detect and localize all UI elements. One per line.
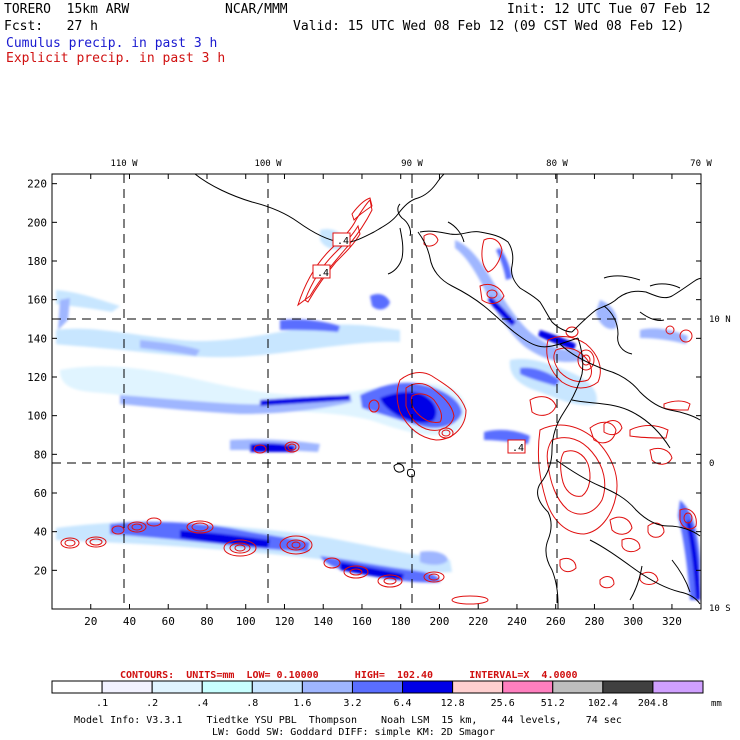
y-tick-label: 100 bbox=[27, 410, 47, 423]
x-tick-label: 160 bbox=[352, 615, 372, 628]
explicit-legend-title: Explicit precip. in past 3 h bbox=[6, 51, 226, 66]
model-info: Model Info: V3.3.1 Tiedtke YSU PBL Thomp… bbox=[74, 715, 622, 726]
org-label: NCAR/MMM bbox=[225, 2, 288, 17]
x-tick-label: 40 bbox=[123, 615, 136, 628]
contour-label: .4 bbox=[512, 443, 524, 454]
colorbar-swatch bbox=[652, 680, 704, 694]
cumulus-legend-title: Cumulus precip. in past 3 h bbox=[6, 36, 218, 51]
y-tick-label: 120 bbox=[27, 371, 47, 384]
latitude-label: 0 bbox=[709, 459, 714, 469]
coastlines bbox=[194, 174, 701, 609]
longitude-label: 70 W bbox=[690, 159, 712, 169]
y-axis: 20 40 60 80 100 120 140 160 180 200 220 bbox=[27, 178, 701, 577]
x-tick-label: 220 bbox=[468, 615, 488, 628]
forecast-hour: Fcst: 27 h bbox=[4, 19, 98, 34]
y-tick-label: 220 bbox=[27, 178, 47, 191]
longitude-label: 80 W bbox=[546, 159, 568, 169]
y-tick-label: 180 bbox=[27, 255, 47, 268]
plot-frame bbox=[51, 173, 702, 610]
latitude-label: 10 S bbox=[709, 604, 731, 614]
model-title: TORERO 15km ARW bbox=[4, 2, 130, 17]
physics-info: LW: Godd SW: Goddard DIFF: simple KM: 2D… bbox=[212, 727, 495, 738]
longitude-label: 110 W bbox=[110, 159, 138, 169]
colorbar-label: .8 bbox=[246, 698, 258, 709]
x-tick-label: 20 bbox=[84, 615, 97, 628]
colorbar-label: 25.6 bbox=[491, 698, 515, 709]
colorbar-label: 3.2 bbox=[343, 698, 361, 709]
longitude-labels: 110 W 100 W 90 W 80 W 70 W bbox=[110, 159, 712, 169]
lat-lon-grid bbox=[52, 174, 701, 609]
colorbar-label: .4 bbox=[196, 698, 208, 709]
x-axis: 20 40 60 80 100 120 140 160 180 200 220 240 260 280 30… bbox=[84, 174, 682, 628]
x-tick-label: 260 bbox=[546, 615, 566, 628]
colorbar-swatch bbox=[51, 680, 103, 694]
colorbar-swatch bbox=[602, 680, 654, 694]
valid-time: Valid: 15 UTC Wed 08 Feb 12 (09 CST Wed … bbox=[293, 19, 685, 34]
y-tick-label: 60 bbox=[34, 487, 47, 500]
x-tick-label: 60 bbox=[162, 615, 175, 628]
longitude-label: 90 W bbox=[401, 159, 423, 169]
x-tick-label: 280 bbox=[585, 615, 605, 628]
x-tick-label: 80 bbox=[200, 615, 213, 628]
contour-label: .4 bbox=[317, 268, 329, 279]
init-time: Init: 12 UTC Tue 07 Feb 12 bbox=[507, 2, 711, 17]
y-tick-label: 160 bbox=[27, 294, 47, 307]
x-tick-label: 200 bbox=[430, 615, 450, 628]
contours-info: CONTOURS: UNITS=mm LOW= 0.10000 HIGH= 10… bbox=[120, 670, 578, 681]
colorbar-label: 1.6 bbox=[293, 698, 311, 709]
latitude-labels: 10 N 0 10 S bbox=[709, 315, 731, 614]
y-tick-label: 40 bbox=[34, 526, 47, 539]
y-tick-label: 20 bbox=[34, 564, 47, 577]
x-tick-label: 120 bbox=[275, 615, 295, 628]
y-tick-label: 200 bbox=[27, 216, 47, 229]
contour-label: .4 bbox=[337, 236, 349, 247]
colorbar-label: .2 bbox=[146, 698, 158, 709]
x-tick-label: 320 bbox=[662, 615, 682, 628]
colorbar-label: 12.8 bbox=[441, 698, 465, 709]
x-tick-label: 140 bbox=[313, 615, 333, 628]
latitude-label: 10 N bbox=[709, 315, 731, 325]
colorbar-unit: mm bbox=[711, 699, 722, 709]
colorbar-label: 6.4 bbox=[394, 698, 412, 709]
explicit-precip-contours bbox=[60, 197, 697, 605]
y-tick-label: 80 bbox=[34, 448, 47, 461]
colorbar-label: 204.8 bbox=[638, 698, 668, 709]
x-tick-label: 240 bbox=[507, 615, 527, 628]
x-tick-label: 180 bbox=[391, 615, 411, 628]
colorbar-label: .1 bbox=[96, 698, 108, 709]
colorbar-label: 102.4 bbox=[588, 698, 618, 709]
x-tick-label: 100 bbox=[236, 615, 256, 628]
plot-area bbox=[52, 174, 701, 609]
cumulus-precip-field bbox=[56, 228, 700, 600]
longitude-label: 100 W bbox=[254, 159, 282, 169]
colorbar-label: 51.2 bbox=[541, 698, 565, 709]
x-tick-label: 300 bbox=[623, 615, 643, 628]
y-tick-label: 140 bbox=[27, 332, 47, 345]
colorbar: .1 .2 .4 .8 1.6 3.2 6.4 12.8 25.6 51.2 102.4 204.8 m… bbox=[51, 680, 722, 709]
contour-label-boxes bbox=[312, 232, 526, 454]
